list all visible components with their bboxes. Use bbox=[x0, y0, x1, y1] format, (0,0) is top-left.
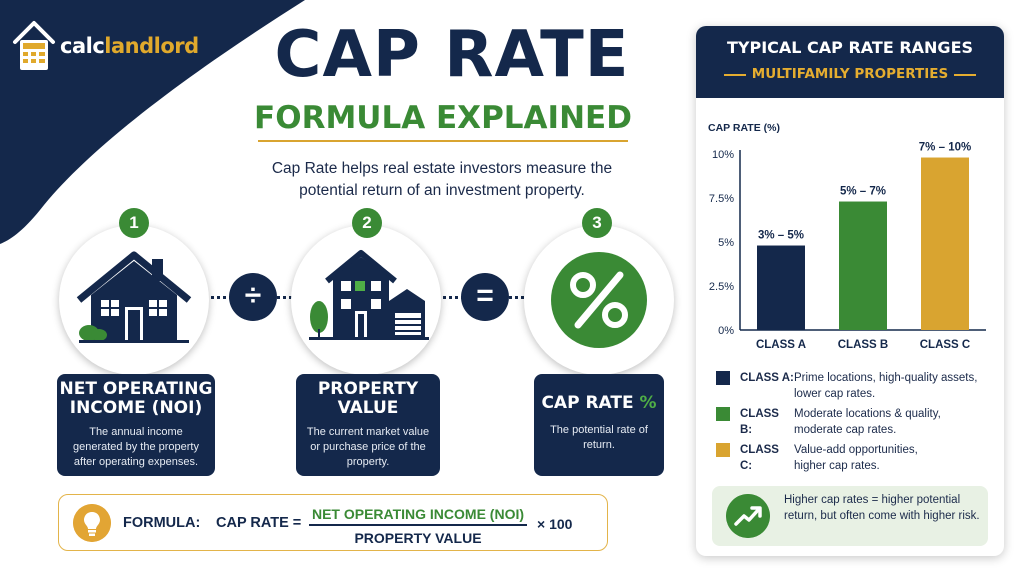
legend-swatch-c bbox=[716, 443, 730, 457]
bar-class-a bbox=[757, 245, 805, 330]
cap-rate-circle bbox=[524, 225, 674, 375]
step-1-number: 1 bbox=[119, 208, 149, 238]
y-tick-label: 10% bbox=[712, 149, 734, 161]
formula-numerator: NET OPERATING INCOME (NOI) bbox=[311, 506, 525, 522]
cap-rate-card-title: CAP RATE bbox=[541, 393, 634, 413]
building-icon bbox=[309, 250, 429, 340]
legend-key-a: CLASS A: bbox=[740, 372, 794, 384]
property-card-title-line2: VALUE bbox=[337, 398, 399, 418]
brand-logo: calclandlord bbox=[12, 18, 199, 74]
legend-swatch-a bbox=[716, 371, 730, 385]
cap-rate-card-description: The potential rate of return. bbox=[550, 424, 648, 451]
noi-card-title-line1: NET OPERATING bbox=[59, 379, 213, 399]
cap-rate-bar-chart: CAP RATE (%) 0% 2.5% 5% 7.5% 10% 3% – 5% CLASS … bbox=[708, 122, 986, 351]
property-value-circle bbox=[291, 225, 441, 375]
x-tick-label: CLASS B bbox=[838, 339, 888, 351]
noi-card-description: The annual income generated by the prope… bbox=[73, 426, 199, 468]
formula-box: FORMULA: CAP RATE = NET OPERATING INCOME… bbox=[58, 494, 608, 551]
property-card-description: The current market value or purchase pri… bbox=[306, 426, 430, 468]
trend-up-icon bbox=[726, 494, 770, 538]
legend-text-c-line2: higher cap rates. bbox=[794, 460, 880, 472]
legend-text-b-line2: moderate cap rates. bbox=[794, 424, 897, 436]
formula-denominator: PROPERTY VALUE bbox=[354, 530, 482, 546]
legend-key-b: CLASS B: bbox=[740, 408, 779, 436]
page-title: CAP RATE bbox=[274, 18, 630, 92]
y-tick-label: 0% bbox=[718, 325, 734, 337]
data-label: 3% – 5% bbox=[758, 230, 804, 242]
legend-class-a: CLASS A: Prime locations, high-quality a… bbox=[716, 370, 984, 402]
risk-tip: Higher cap rates = higher potential retu… bbox=[712, 486, 988, 546]
panel-header: TYPICAL CAP RATE RANGES MULTIFAMILY PROP… bbox=[696, 26, 1004, 98]
y-tick-label: 7.5% bbox=[709, 193, 734, 205]
legend-text-b-line1: Moderate locations & quality, bbox=[794, 408, 941, 420]
intro-text: Cap Rate helps real estate investors mea… bbox=[271, 160, 613, 199]
x-tick-label: CLASS A bbox=[756, 339, 806, 351]
formula-lhs: CAP RATE = bbox=[216, 515, 302, 531]
page-subtitle: FORMULA EXPLAINED bbox=[254, 100, 632, 136]
noi-card-title-line2: INCOME (NOI) bbox=[69, 398, 203, 418]
formula-multiplier: × 100 bbox=[537, 516, 573, 532]
legend-text-a-line1: Prime locations, high-quality assets, bbox=[794, 372, 978, 384]
lightbulb-icon bbox=[73, 504, 111, 542]
brand-name-part1: calc bbox=[60, 34, 105, 58]
data-label: 7% – 10% bbox=[919, 142, 971, 154]
property-card-title-line1: PROPERTY bbox=[317, 379, 419, 399]
calculator-house-icon bbox=[13, 21, 55, 70]
panel-subtitle-rule-left bbox=[724, 74, 746, 76]
panel-subtitle-rule-right bbox=[954, 74, 976, 76]
y-tick-label: 2.5% bbox=[709, 281, 734, 293]
step-2-number: 2 bbox=[352, 208, 382, 238]
legend-key-c: CLASS C: bbox=[740, 444, 779, 472]
legend-swatch-b bbox=[716, 407, 730, 421]
fraction-bar bbox=[309, 524, 527, 526]
data-label: 5% – 7% bbox=[840, 186, 886, 198]
legend-text-c-line1: Value-add opportunities, bbox=[794, 444, 918, 456]
panel-subtitle: MULTIFAMILY PROPERTIES bbox=[751, 66, 949, 82]
legend-class-c: CLASS C: Value-add opportunities, higher … bbox=[716, 442, 984, 474]
cap-rate-card-percent: % bbox=[639, 393, 657, 413]
house-icon bbox=[76, 251, 192, 343]
noi-circle bbox=[59, 225, 209, 375]
noi-card: NET OPERATING INCOME (NOI) The annual in… bbox=[57, 374, 215, 476]
bar-class-c bbox=[921, 157, 969, 330]
cap-rate-card: CAP RATE % The potential rate of return. bbox=[534, 374, 664, 476]
subtitle-divider bbox=[258, 140, 628, 142]
percent-icon bbox=[551, 252, 647, 348]
equals-operator: = bbox=[461, 273, 509, 321]
brand-name: calclandlord bbox=[60, 34, 199, 58]
legend-text-a-line2: lower cap rates. bbox=[794, 388, 876, 400]
formula-label: FORMULA: bbox=[123, 515, 201, 531]
brand-name-part2: landlord bbox=[104, 34, 199, 58]
cap-rate-ranges-panel: TYPICAL CAP RATE RANGES MULTIFAMILY PROP… bbox=[696, 26, 1004, 556]
property-value-card: PROPERTY VALUE The current market value … bbox=[296, 374, 440, 476]
step-3-number: 3 bbox=[582, 208, 612, 238]
y-axis-label: CAP RATE (%) bbox=[708, 122, 780, 134]
x-tick-label: CLASS C bbox=[920, 339, 970, 351]
divide-operator: ÷ bbox=[229, 273, 277, 321]
y-tick-label: 5% bbox=[718, 237, 734, 249]
bar-class-b bbox=[839, 201, 887, 330]
tip-text: Higher cap rates = higher potential retu… bbox=[784, 494, 980, 522]
legend-class-b: CLASS B: Moderate locations & quality, mo… bbox=[716, 406, 984, 438]
panel-title: TYPICAL CAP RATE RANGES bbox=[726, 38, 974, 57]
